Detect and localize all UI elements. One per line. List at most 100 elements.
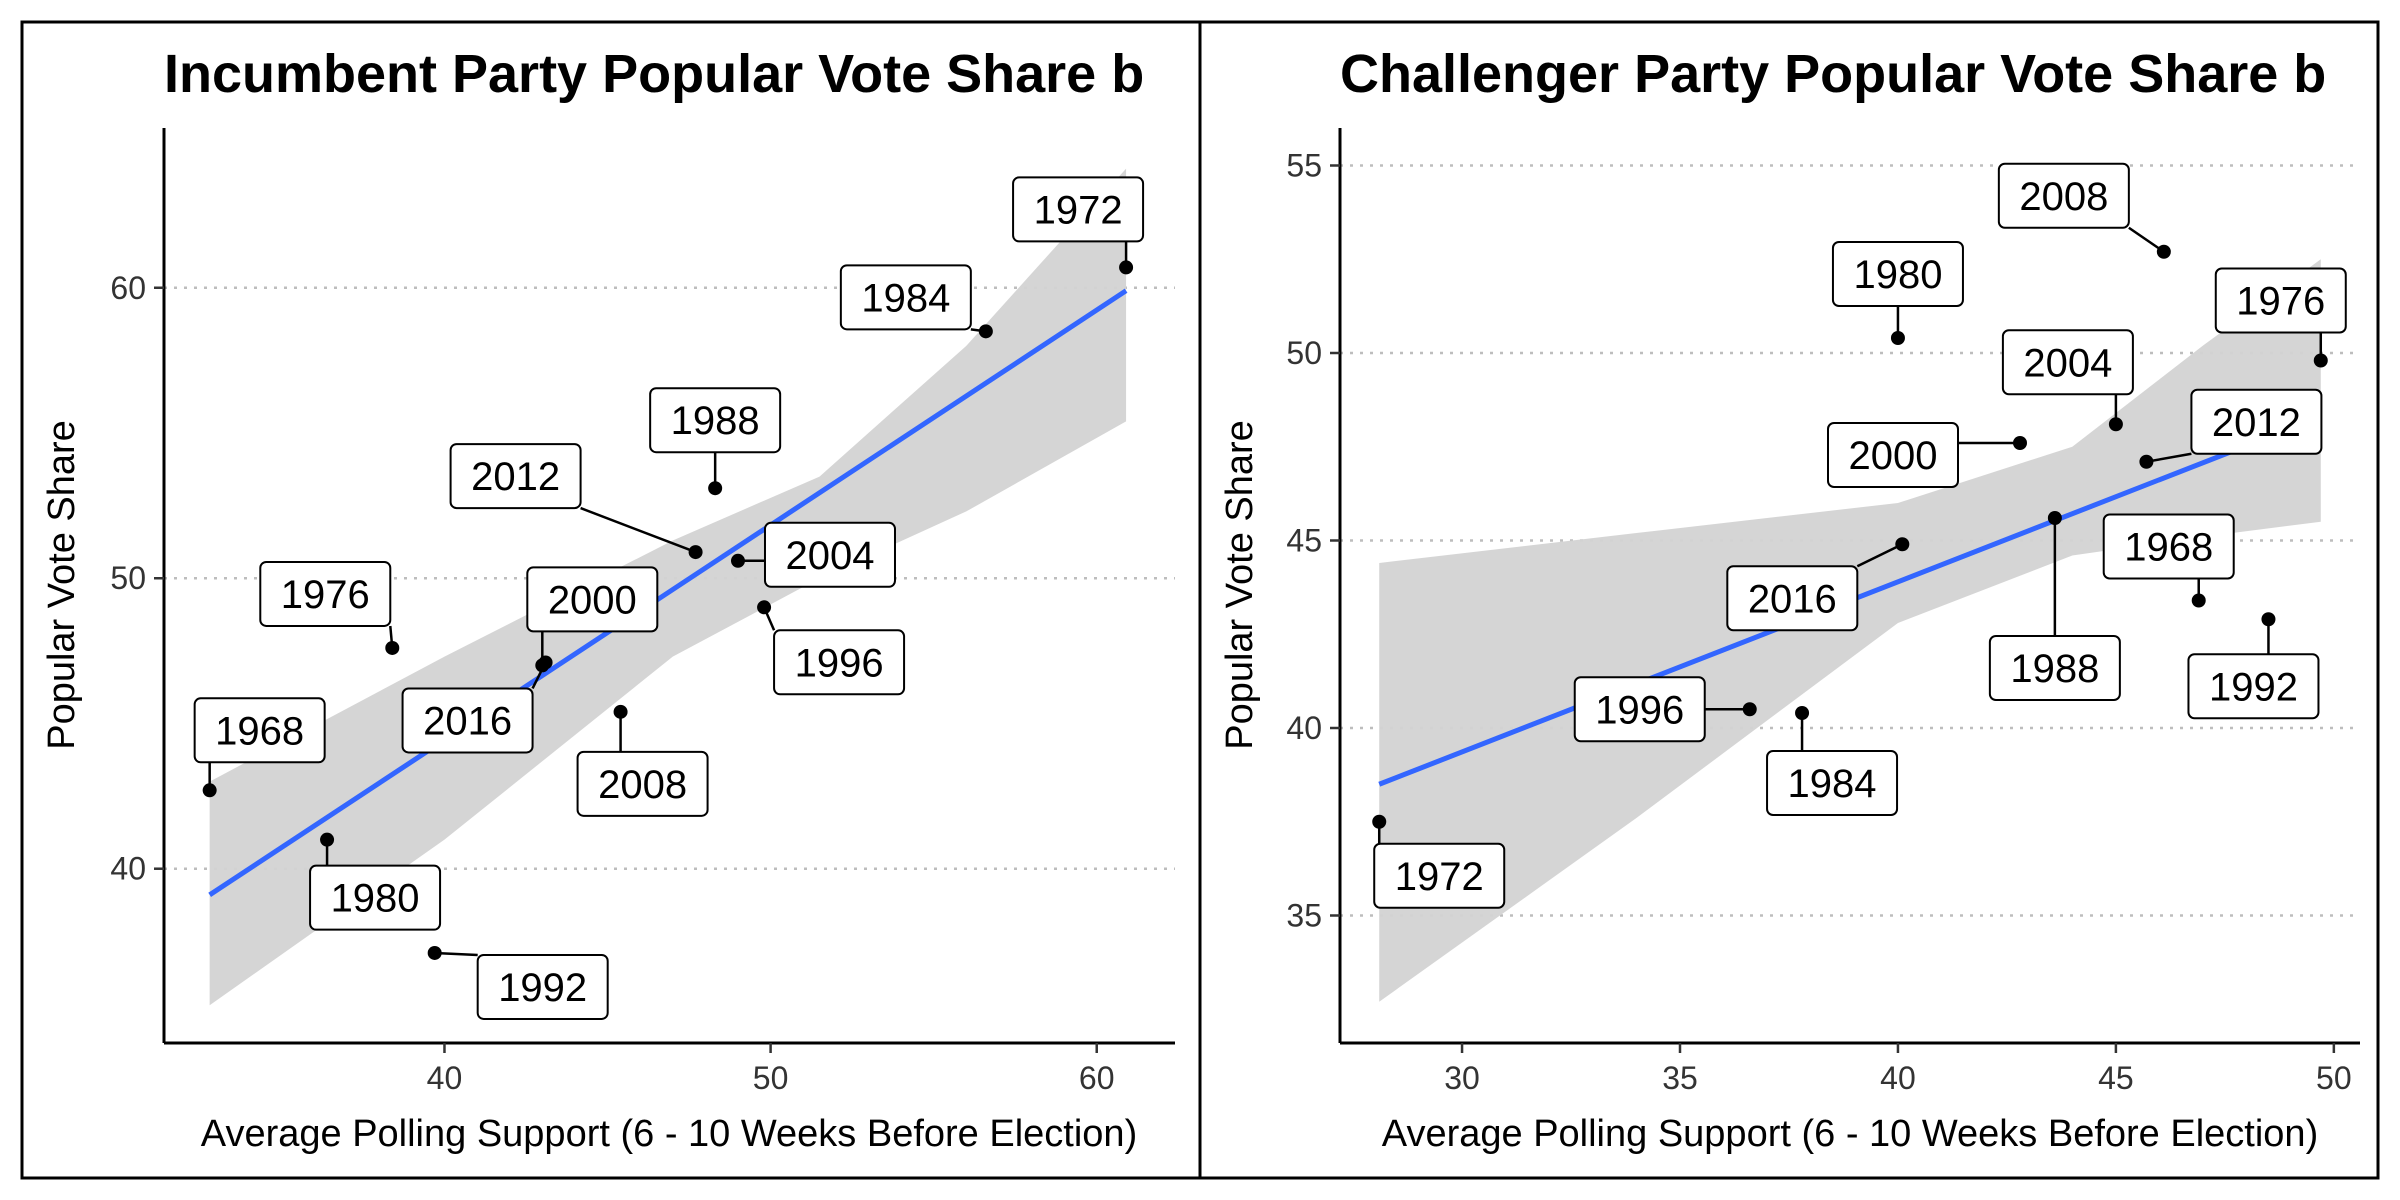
y-tick-label: 55 bbox=[1286, 148, 1322, 184]
year-label-box bbox=[1988, 635, 2121, 701]
x-tick-label: 30 bbox=[1444, 1060, 1480, 1096]
x-tick-label: 50 bbox=[2316, 1060, 2352, 1096]
y-tick-label: 40 bbox=[1286, 710, 1322, 746]
y-tick-label: 50 bbox=[110, 560, 146, 596]
data-point bbox=[2313, 353, 2328, 368]
data-point bbox=[1119, 260, 1134, 275]
year-label-box bbox=[649, 387, 782, 454]
label-leader bbox=[2146, 452, 2192, 463]
label-leader bbox=[580, 506, 697, 554]
year-label-text: 1980 bbox=[1853, 253, 1942, 297]
year-label: 1992 bbox=[476, 953, 609, 1020]
data-point bbox=[202, 783, 217, 798]
data-point bbox=[688, 545, 703, 560]
year-label-text: 2016 bbox=[423, 699, 512, 743]
year-label-text: 2000 bbox=[1849, 434, 1938, 478]
year-label-text: 1976 bbox=[2236, 280, 2325, 324]
y-tick-label: 40 bbox=[110, 851, 146, 887]
year-label-text: 1972 bbox=[1395, 855, 1484, 899]
year-label: 1976 bbox=[259, 560, 392, 627]
year-label-text: 1976 bbox=[281, 573, 370, 617]
data-point bbox=[2013, 436, 2027, 450]
x-tick-label: 45 bbox=[2098, 1060, 2134, 1096]
year-label: 1968 bbox=[193, 697, 326, 764]
data-point bbox=[2047, 511, 2062, 525]
year-label-box bbox=[1726, 565, 1859, 632]
year-label: 1988 bbox=[649, 387, 782, 454]
data-point bbox=[538, 655, 553, 670]
chart-title: Challenger Party Popular Vote Share b bbox=[1340, 44, 2326, 104]
year-label-box bbox=[1831, 241, 1964, 307]
year-label-text: 1988 bbox=[671, 399, 760, 443]
year-label-box bbox=[2187, 653, 2320, 720]
year-label-text: 2012 bbox=[471, 455, 560, 499]
year-label: 1980 bbox=[1831, 241, 1964, 307]
year-label: 1972 bbox=[1012, 176, 1145, 243]
x-axis-title: Average Polling Support (6 - 10 Weeks Be… bbox=[1382, 1113, 2318, 1155]
year-label-box bbox=[476, 953, 609, 1020]
data-point bbox=[1742, 702, 1757, 717]
year-label-box bbox=[773, 629, 906, 696]
year-label-text: 2004 bbox=[785, 534, 874, 578]
data-point bbox=[2261, 612, 2276, 627]
year-label: 2008 bbox=[1997, 162, 2130, 229]
year-label-box bbox=[259, 560, 392, 627]
year-label-text: 1984 bbox=[861, 276, 950, 320]
year-label-text: 1968 bbox=[215, 709, 304, 753]
year-label: 1976 bbox=[2214, 267, 2347, 334]
year-label: 2012 bbox=[449, 443, 582, 510]
data-point bbox=[708, 481, 723, 496]
data-point bbox=[757, 600, 772, 615]
data-point bbox=[2191, 593, 2206, 608]
year-label: 1972 bbox=[1373, 842, 1506, 909]
x-tick-label: 60 bbox=[1079, 1060, 1115, 1096]
year-label-text: 1972 bbox=[1034, 188, 1123, 232]
year-label-text: 1988 bbox=[2010, 647, 2099, 691]
y-tick-label: 60 bbox=[110, 270, 146, 306]
year-label-box bbox=[193, 697, 326, 764]
y-tick-label: 45 bbox=[1286, 523, 1322, 559]
x-tick-label: 40 bbox=[427, 1060, 463, 1096]
year-label-text: 1980 bbox=[331, 877, 420, 921]
year-label: 1980 bbox=[309, 864, 442, 931]
data-point bbox=[2108, 417, 2123, 432]
year-label-text: 1996 bbox=[1595, 688, 1684, 732]
year-label-box bbox=[309, 864, 442, 931]
year-label-box bbox=[1997, 162, 2130, 229]
incumbent-chart-panel: 1968 1972 1976 1980 1984 1988 1992 1996 2000 2004… bbox=[20, 20, 1202, 1180]
year-label-box bbox=[2214, 267, 2347, 334]
x-tick-label: 50 bbox=[753, 1060, 789, 1096]
year-label-text: 2008 bbox=[2019, 175, 2108, 219]
year-label: 1988 bbox=[1988, 635, 2121, 701]
data-point bbox=[2139, 454, 2154, 469]
year-label-text: 2012 bbox=[2212, 401, 2301, 445]
year-label-box bbox=[2190, 388, 2323, 455]
year-label: 2004 bbox=[763, 521, 896, 588]
year-label-box bbox=[1573, 676, 1706, 743]
data-point bbox=[978, 324, 993, 339]
year-label-box bbox=[576, 750, 709, 817]
year-label: 2008 bbox=[576, 750, 709, 817]
year-label: 2016 bbox=[401, 687, 534, 754]
year-label-text: 2016 bbox=[1748, 577, 1837, 621]
data-point bbox=[730, 553, 745, 568]
challenger-chart-panel: 1968 1972 1976 1980 1984 1988 1992 1996 2000 2004… bbox=[1198, 20, 2380, 1180]
year-label-text: 1992 bbox=[498, 966, 587, 1010]
panel-border bbox=[1198, 20, 2380, 1180]
year-label: 2000 bbox=[1827, 422, 1959, 488]
year-label-box bbox=[526, 566, 659, 633]
year-label-box bbox=[2001, 329, 2134, 396]
year-label: 1968 bbox=[2102, 513, 2235, 580]
year-label: 1992 bbox=[2187, 653, 2320, 720]
data-point bbox=[427, 945, 442, 960]
data-point bbox=[385, 640, 400, 655]
label-leader bbox=[1856, 543, 1903, 568]
year-label-box bbox=[401, 687, 534, 754]
year-label-text: 1996 bbox=[795, 641, 884, 685]
year-label-box bbox=[1827, 422, 1959, 488]
x-tick-label: 35 bbox=[1662, 1060, 1698, 1096]
data-point bbox=[2156, 244, 2171, 259]
year-label-box bbox=[839, 264, 972, 331]
chart-title: Incumbent Party Popular Vote Share b bbox=[164, 44, 1144, 104]
